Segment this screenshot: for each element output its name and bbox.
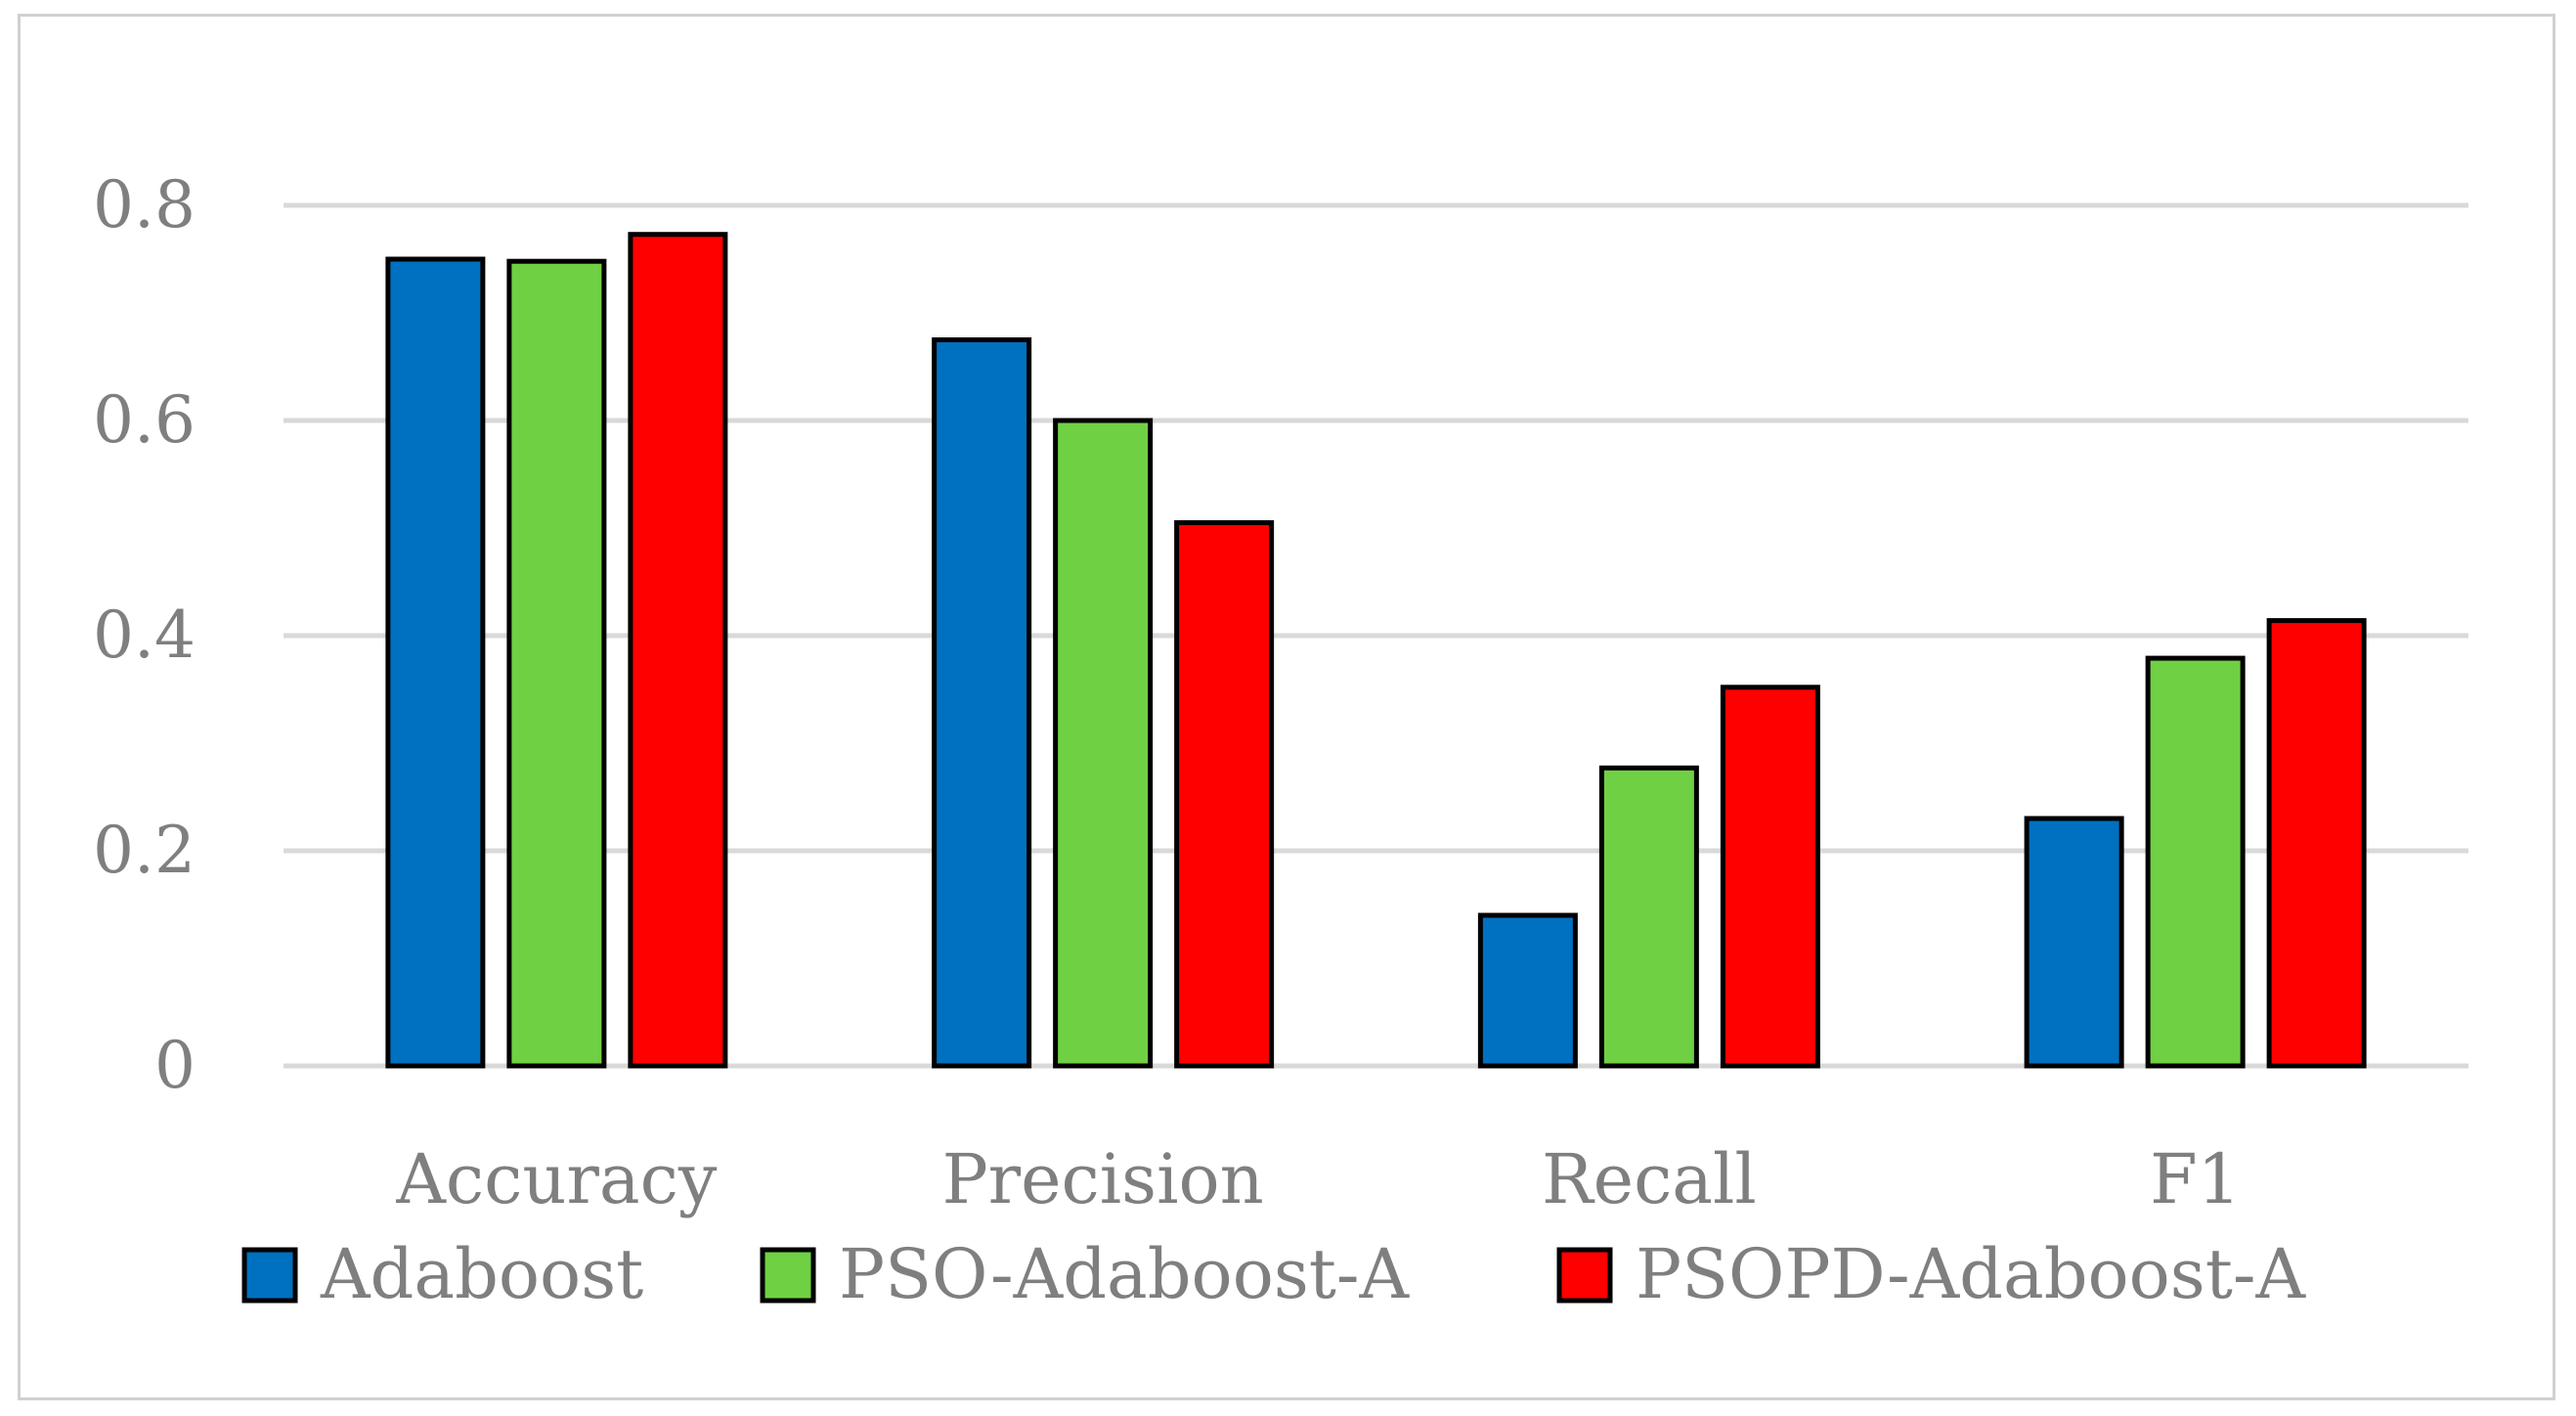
bar-psopd-adaboost-a-precision xyxy=(1174,520,1275,1069)
y-tick-label: 0.6 xyxy=(93,382,196,458)
legend-item-psopd-adaboost-a: PSOPD-Adaboost-A xyxy=(1556,1234,2307,1314)
bar-pso-adaboost-a-recall xyxy=(1598,765,1699,1069)
category-label-recall: Recall xyxy=(1542,1139,1757,1219)
bar-pso-adaboost-a-accuracy xyxy=(506,258,607,1069)
bar-adaboost-accuracy xyxy=(385,256,486,1069)
legend-item-adaboost: Adaboost xyxy=(241,1234,643,1314)
bar-psopd-adaboost-a-accuracy xyxy=(628,232,728,1069)
category-label-f1: F1 xyxy=(2150,1139,2241,1219)
bar-pso-adaboost-a-f1 xyxy=(2145,655,2246,1069)
legend-swatch xyxy=(1556,1247,1613,1304)
bars xyxy=(385,232,2367,1069)
bar-psopd-adaboost-a-f1 xyxy=(2266,618,2367,1069)
category-label-precision: Precision xyxy=(942,1139,1264,1219)
y-tick-label: 0.2 xyxy=(93,813,196,888)
x-axis-category-labels: Accuracy Precision Recall F1 xyxy=(395,1139,2241,1219)
legend-label: PSO-Adaboost-A xyxy=(839,1234,1411,1314)
bar-adaboost-recall xyxy=(1477,912,1578,1069)
legend: Adaboost PSO-Adaboost-A PSOPD-Adaboost-A xyxy=(241,1234,2307,1314)
legend-label: PSOPD-Adaboost-A xyxy=(1636,1234,2307,1314)
y-tick-label: 0.8 xyxy=(93,167,196,243)
legend-swatch xyxy=(241,1247,298,1304)
y-tick-label: 0 xyxy=(154,1028,196,1103)
legend-swatch xyxy=(760,1247,816,1304)
category-label-accuracy: Accuracy xyxy=(395,1139,717,1219)
bar-psopd-adaboost-a-recall xyxy=(1720,685,1820,1069)
bar-adaboost-precision xyxy=(932,337,1032,1069)
bar-pso-adaboost-a-precision xyxy=(1053,418,1154,1069)
y-tick-label: 0.4 xyxy=(93,597,196,673)
legend-label: Adaboost xyxy=(320,1234,643,1314)
legend-item-pso-adaboost-a: PSO-Adaboost-A xyxy=(760,1234,1411,1314)
gridlines xyxy=(284,202,2468,1069)
y-axis-tick-labels: 0 0.2 0.4 0.6 0.8 xyxy=(93,167,196,1103)
bar-adaboost-f1 xyxy=(2024,816,2124,1069)
